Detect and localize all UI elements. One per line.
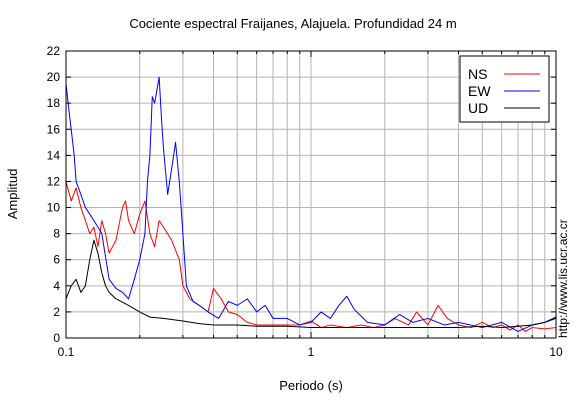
x-axis-label: Periodo (s) [279, 378, 343, 393]
series-line-ew [65, 76, 557, 332]
y-tick-label: 18 [47, 96, 61, 110]
y-tick-label: 4 [53, 279, 60, 293]
y-axis-label: Amplitud [5, 169, 20, 220]
data-series [65, 76, 557, 332]
y-tick-label: 16 [47, 122, 61, 136]
y-tick-label: 20 [47, 70, 61, 84]
y-tick-label: 12 [47, 174, 61, 188]
y-tick-label: 6 [53, 253, 60, 267]
x-tick-label: 1 [308, 345, 315, 359]
series-line-ns [65, 181, 557, 332]
x-tick-label: 10 [549, 345, 563, 359]
series-line-ud [65, 239, 557, 329]
legend-box [459, 55, 550, 123]
legend-label-ew: EW [468, 83, 491, 99]
chart-title: Cociente espectral Fraijanes, Alajuela. … [129, 16, 456, 31]
axis-ticks: 0 2 4 6 8 10 12 14 16 18 20 22 0.1 1 10 [47, 44, 563, 359]
y-tick-label: 8 [53, 227, 60, 241]
legend-label-ud: UD [468, 100, 488, 116]
y-tick-label: 0 [53, 331, 60, 345]
y-tick-label: 14 [47, 148, 61, 162]
y-tick-label: 2 [53, 305, 60, 319]
y-tick-label: 10 [47, 201, 61, 215]
x-tick-label: 0.1 [58, 345, 75, 359]
legend-label-ns: NS [468, 66, 487, 82]
source-url: http://www.lis.ucr.ac.cr [556, 219, 570, 338]
y-tick-label: 22 [47, 44, 61, 58]
